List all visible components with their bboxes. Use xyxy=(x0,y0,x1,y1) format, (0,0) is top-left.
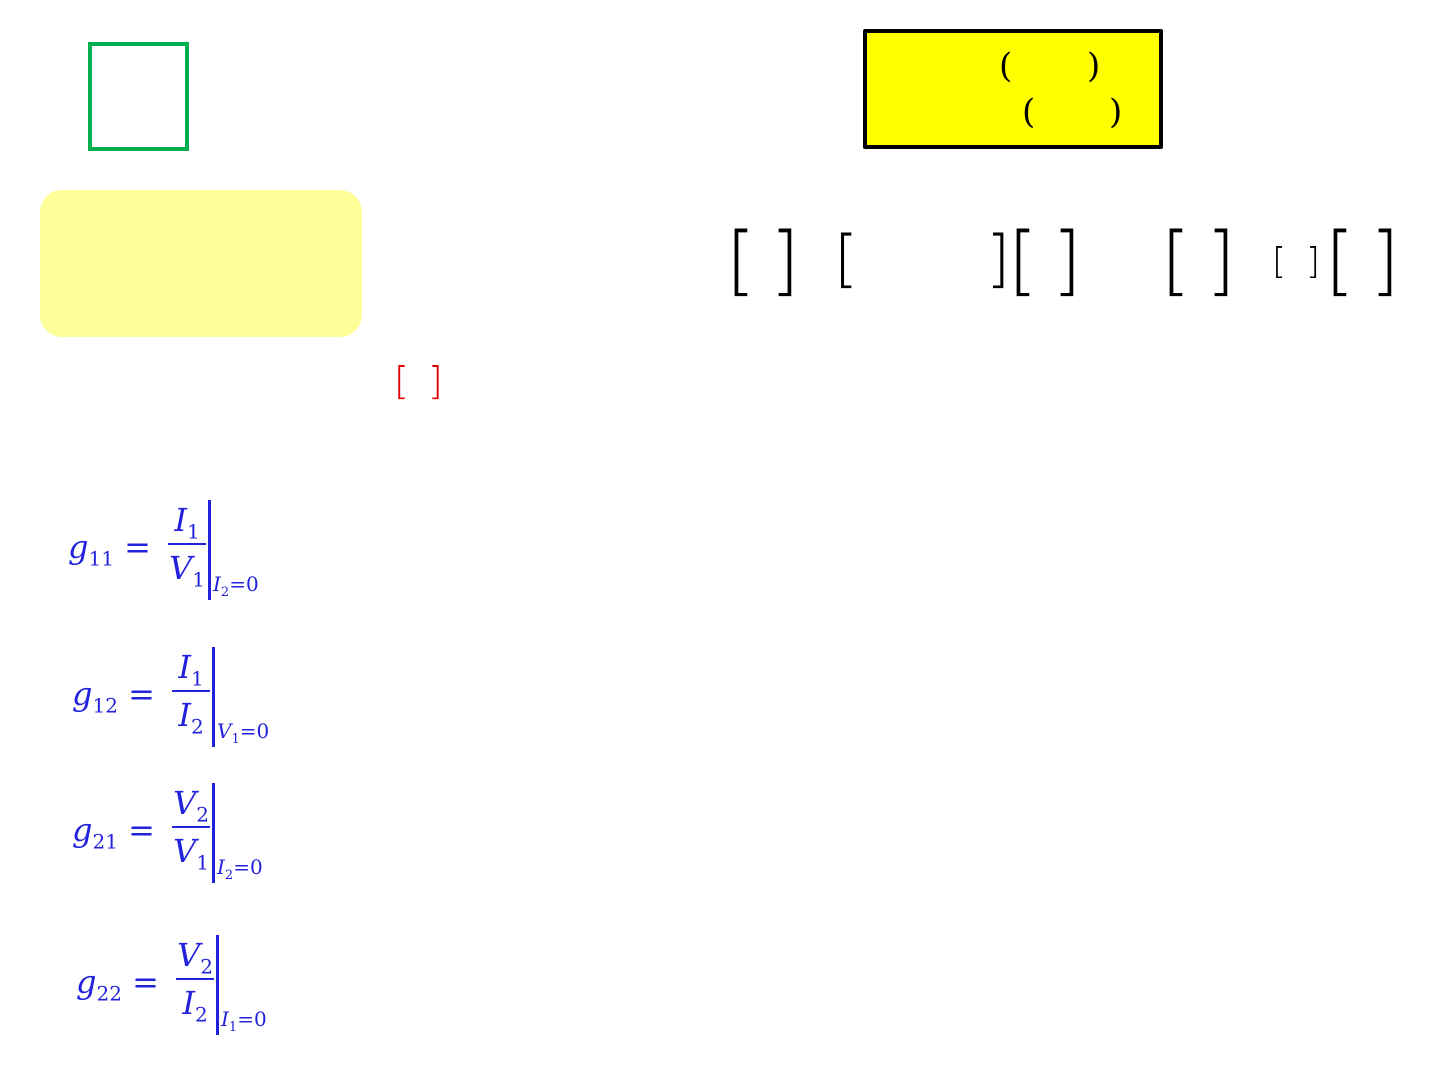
bracket: [ xyxy=(1161,215,1191,304)
formula-condition: V1=0 xyxy=(217,719,270,747)
evaluation-bar xyxy=(216,935,219,1035)
bracket: [ xyxy=(1325,215,1355,304)
fraction: I1 V1 xyxy=(168,501,206,592)
fraction: V2 V1 xyxy=(172,784,210,875)
formula-lhs: g12 = xyxy=(72,675,155,718)
formula-lhs: g11 = xyxy=(68,528,151,571)
evaluation-bar xyxy=(208,500,211,600)
bracket: ] xyxy=(1052,215,1082,304)
formula-lhs: g22 = xyxy=(76,963,159,1006)
formula-lhs: g21 = xyxy=(72,811,155,854)
bracket: ] xyxy=(1306,241,1321,282)
fraction: V2 I2 xyxy=(176,936,214,1027)
bracket: [ xyxy=(726,215,756,304)
highlight-box: ( ) ( ) xyxy=(863,29,1163,149)
formula-condition: I2=0 xyxy=(217,855,263,883)
bracket: ] xyxy=(1206,215,1236,304)
note-box xyxy=(40,190,362,337)
green-box xyxy=(88,42,189,151)
red-bracket: ] xyxy=(428,359,443,403)
bracket: ] xyxy=(1370,215,1400,304)
formula-condition: I2=0 xyxy=(213,572,259,600)
paren: ( xyxy=(999,46,1013,86)
bracket: [ xyxy=(834,222,859,295)
bracket: ] xyxy=(986,222,1011,295)
bracket: [ xyxy=(1272,241,1287,282)
bracket: [ xyxy=(1008,215,1038,304)
paren: ( xyxy=(1022,92,1036,132)
evaluation-bar xyxy=(212,783,215,883)
evaluation-bar xyxy=(212,647,215,747)
bracket: ] xyxy=(770,215,800,304)
paren: ) xyxy=(1109,92,1123,132)
fraction: I1 I2 xyxy=(172,647,210,738)
formula-condition: I1=0 xyxy=(221,1007,267,1035)
red-bracket: [ xyxy=(394,359,409,403)
paren: ) xyxy=(1087,46,1101,86)
